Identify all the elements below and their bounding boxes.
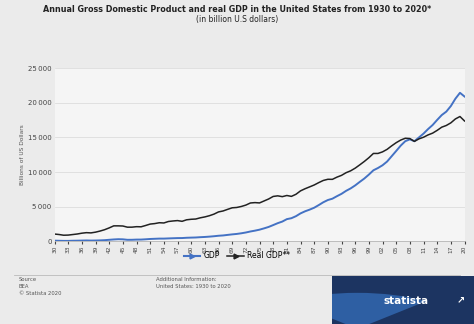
Text: ↗: ↗ xyxy=(457,295,465,305)
Text: statista: statista xyxy=(383,296,428,306)
Text: Additional Information:
United States: 1930 to 2020: Additional Information: United States: 1… xyxy=(156,277,231,289)
Y-axis label: Billions of US Dollars: Billions of US Dollars xyxy=(20,124,25,185)
FancyBboxPatch shape xyxy=(332,276,474,324)
Text: (in billion U.S dollars): (in billion U.S dollars) xyxy=(196,15,278,24)
Text: Source
BEA
© Statista 2020: Source BEA © Statista 2020 xyxy=(19,277,62,296)
Wedge shape xyxy=(289,293,426,324)
Text: Annual Gross Domestic Product and real GDP in the United States from 1930 to 202: Annual Gross Domestic Product and real G… xyxy=(43,5,431,14)
Legend: GDP, Real GDP**: GDP, Real GDP** xyxy=(181,249,293,263)
